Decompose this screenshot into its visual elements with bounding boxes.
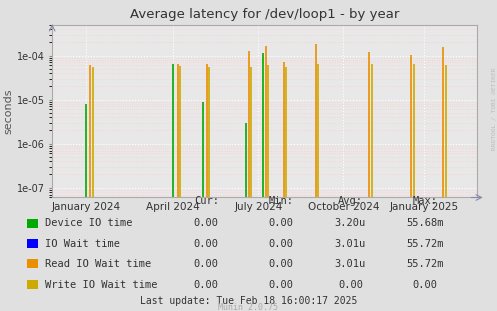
Text: Max:: Max: — [413, 196, 437, 206]
Text: IO Wait time: IO Wait time — [45, 239, 120, 248]
Text: 0.00: 0.00 — [413, 280, 437, 290]
Text: Device IO time: Device IO time — [45, 218, 132, 228]
Text: Min:: Min: — [268, 196, 293, 206]
Text: 0.00: 0.00 — [268, 218, 293, 228]
Text: 0.00: 0.00 — [194, 218, 219, 228]
Text: 3.01u: 3.01u — [335, 239, 366, 248]
Text: 0.00: 0.00 — [268, 259, 293, 269]
Y-axis label: seconds: seconds — [4, 88, 14, 134]
Text: 55.72m: 55.72m — [406, 259, 444, 269]
Text: 0.00: 0.00 — [194, 259, 219, 269]
Text: RRDTOOL / TOBI OETIKER: RRDTOOL / TOBI OETIKER — [491, 67, 496, 150]
Title: Average latency for /dev/loop1 - by year: Average latency for /dev/loop1 - by year — [130, 8, 400, 21]
Text: Cur:: Cur: — [194, 196, 219, 206]
Text: Munin 2.0.75: Munin 2.0.75 — [219, 303, 278, 311]
Text: Last update: Tue Feb 18 16:00:17 2025: Last update: Tue Feb 18 16:00:17 2025 — [140, 296, 357, 306]
Text: 55.72m: 55.72m — [406, 239, 444, 248]
Text: 0.00: 0.00 — [338, 280, 363, 290]
Text: Write IO Wait time: Write IO Wait time — [45, 280, 157, 290]
Text: 0.00: 0.00 — [268, 239, 293, 248]
Text: 3.20u: 3.20u — [335, 218, 366, 228]
Text: Avg:: Avg: — [338, 196, 363, 206]
Text: Read IO Wait time: Read IO Wait time — [45, 259, 151, 269]
Text: 0.00: 0.00 — [194, 280, 219, 290]
Text: 0.00: 0.00 — [268, 280, 293, 290]
Text: 55.68m: 55.68m — [406, 218, 444, 228]
Text: 0.00: 0.00 — [194, 239, 219, 248]
Text: 3.01u: 3.01u — [335, 259, 366, 269]
